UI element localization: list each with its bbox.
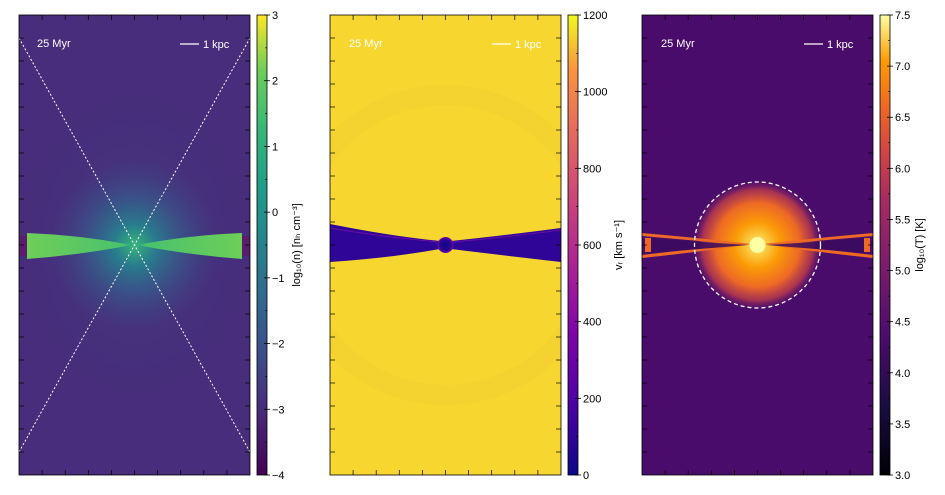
colorbar-tick-label: 1200 [583, 10, 607, 22]
colorbar-tick-label: 1 [272, 141, 278, 153]
colorbar-temperature-label: log₁₀(T) [K] [914, 218, 926, 272]
density-time-label: 25 Myr [37, 38, 71, 50]
colorbar-tick-label: 2 [272, 76, 278, 88]
temperature-core [749, 237, 766, 253]
velocity-scalebar-label: 1 kpc [515, 39, 542, 51]
colorbar-tick-label: 4.0 [895, 368, 910, 380]
temperature-map [642, 15, 873, 475]
colorbar-tick-label: 1000 [583, 87, 607, 99]
density-disk [27, 233, 242, 259]
colorbar-tick-label: 600 [583, 240, 601, 252]
colorbar-tick-label: 800 [583, 163, 601, 175]
temperature-edge-right [864, 238, 870, 252]
colorbar-tick-label: 400 [583, 317, 601, 329]
density-frame-ticks [19, 15, 250, 475]
temperature-scalebar-label: 1 kpc [827, 39, 854, 51]
velocity-disk-edge [330, 227, 561, 243]
panel-density: 25 Myr 1 kpc [18, 14, 251, 476]
colorbar-tick-label: 7.0 [895, 61, 910, 73]
colorbar-tick-label: 6.0 [895, 163, 910, 175]
temperature-frame-ticks [642, 15, 873, 475]
temperature-disk-cold [650, 238, 865, 253]
colorbar-tick-label: 0 [583, 470, 589, 482]
colorbar-velocity-label: vᵣ [km s⁻¹] [613, 220, 625, 270]
colorbar-tick-label: 6.5 [895, 112, 910, 124]
colorbar-tick-label: −3 [272, 404, 285, 416]
density-scalebar-label: 1 kpc [203, 39, 230, 51]
temperature-time-label: 25 Myr [661, 38, 695, 50]
velocity-time-label: 25 Myr [349, 38, 383, 50]
cone-line-2 [19, 37, 250, 453]
colorbar-tick-label: 200 [583, 393, 601, 405]
colorbar-density: 3 2 1 0 −1 −2 −3 −4 log₁₀(n) [nₕ cm⁻³] [256, 10, 303, 482]
colorbar-temperature-ticks: 7.5 7.0 6.5 6.0 5.5 5.0 4.5 4.0 3.5 3.0 [887, 10, 910, 482]
velocity-frame-ticks [330, 15, 561, 475]
colorbar-velocity-ticks: 1200 1000 800 600 400 200 0 [575, 10, 607, 482]
colorbar-tick-label: 3.0 [895, 470, 910, 482]
colorbar-tick-label: −4 [272, 470, 285, 482]
colorbar-tick-label: −1 [272, 273, 285, 285]
colorbar-tick-label: −2 [272, 339, 285, 351]
colorbar-tick-label: 0 [272, 207, 278, 219]
temperature-disk [642, 233, 873, 258]
colorbar-temperature: 7.5 7.0 6.5 6.0 5.5 5.0 4.5 4.0 3.5 3.0 log₁₀(T) … [879, 10, 926, 482]
colorbar-velocity: 1200 1000 800 600 400 200 0 vᵣ [km s⁻¹] [567, 10, 625, 482]
velocity-disk [330, 224, 561, 262]
colorbar-tick-label: 5.5 [895, 214, 910, 226]
temperature-circle-overlay [693, 181, 822, 309]
velocity-ring [330, 85, 561, 405]
velocity-core [437, 237, 454, 253]
colorbar-tick-label: 3 [272, 10, 278, 22]
panel-temperature: 25 Myr 1 kpc [641, 14, 874, 476]
temperature-edge-left [645, 238, 651, 252]
density-map [19, 15, 250, 475]
velocity-map [330, 15, 561, 475]
colorbar-tick-label: 4.5 [895, 317, 910, 329]
colorbar-density-label: log₁₀(n) [nₕ cm⁻³] [291, 203, 303, 286]
colorbar-tick-label: 7.5 [895, 10, 910, 22]
colorbar-density-ticks: 3 2 1 0 −1 −2 −3 −4 [264, 10, 285, 482]
colorbar-tick-label: 3.5 [895, 419, 910, 431]
panel-velocity: 25 Myr 1 kpc [329, 14, 562, 476]
colorbar-tick-label: 5.0 [895, 266, 910, 278]
